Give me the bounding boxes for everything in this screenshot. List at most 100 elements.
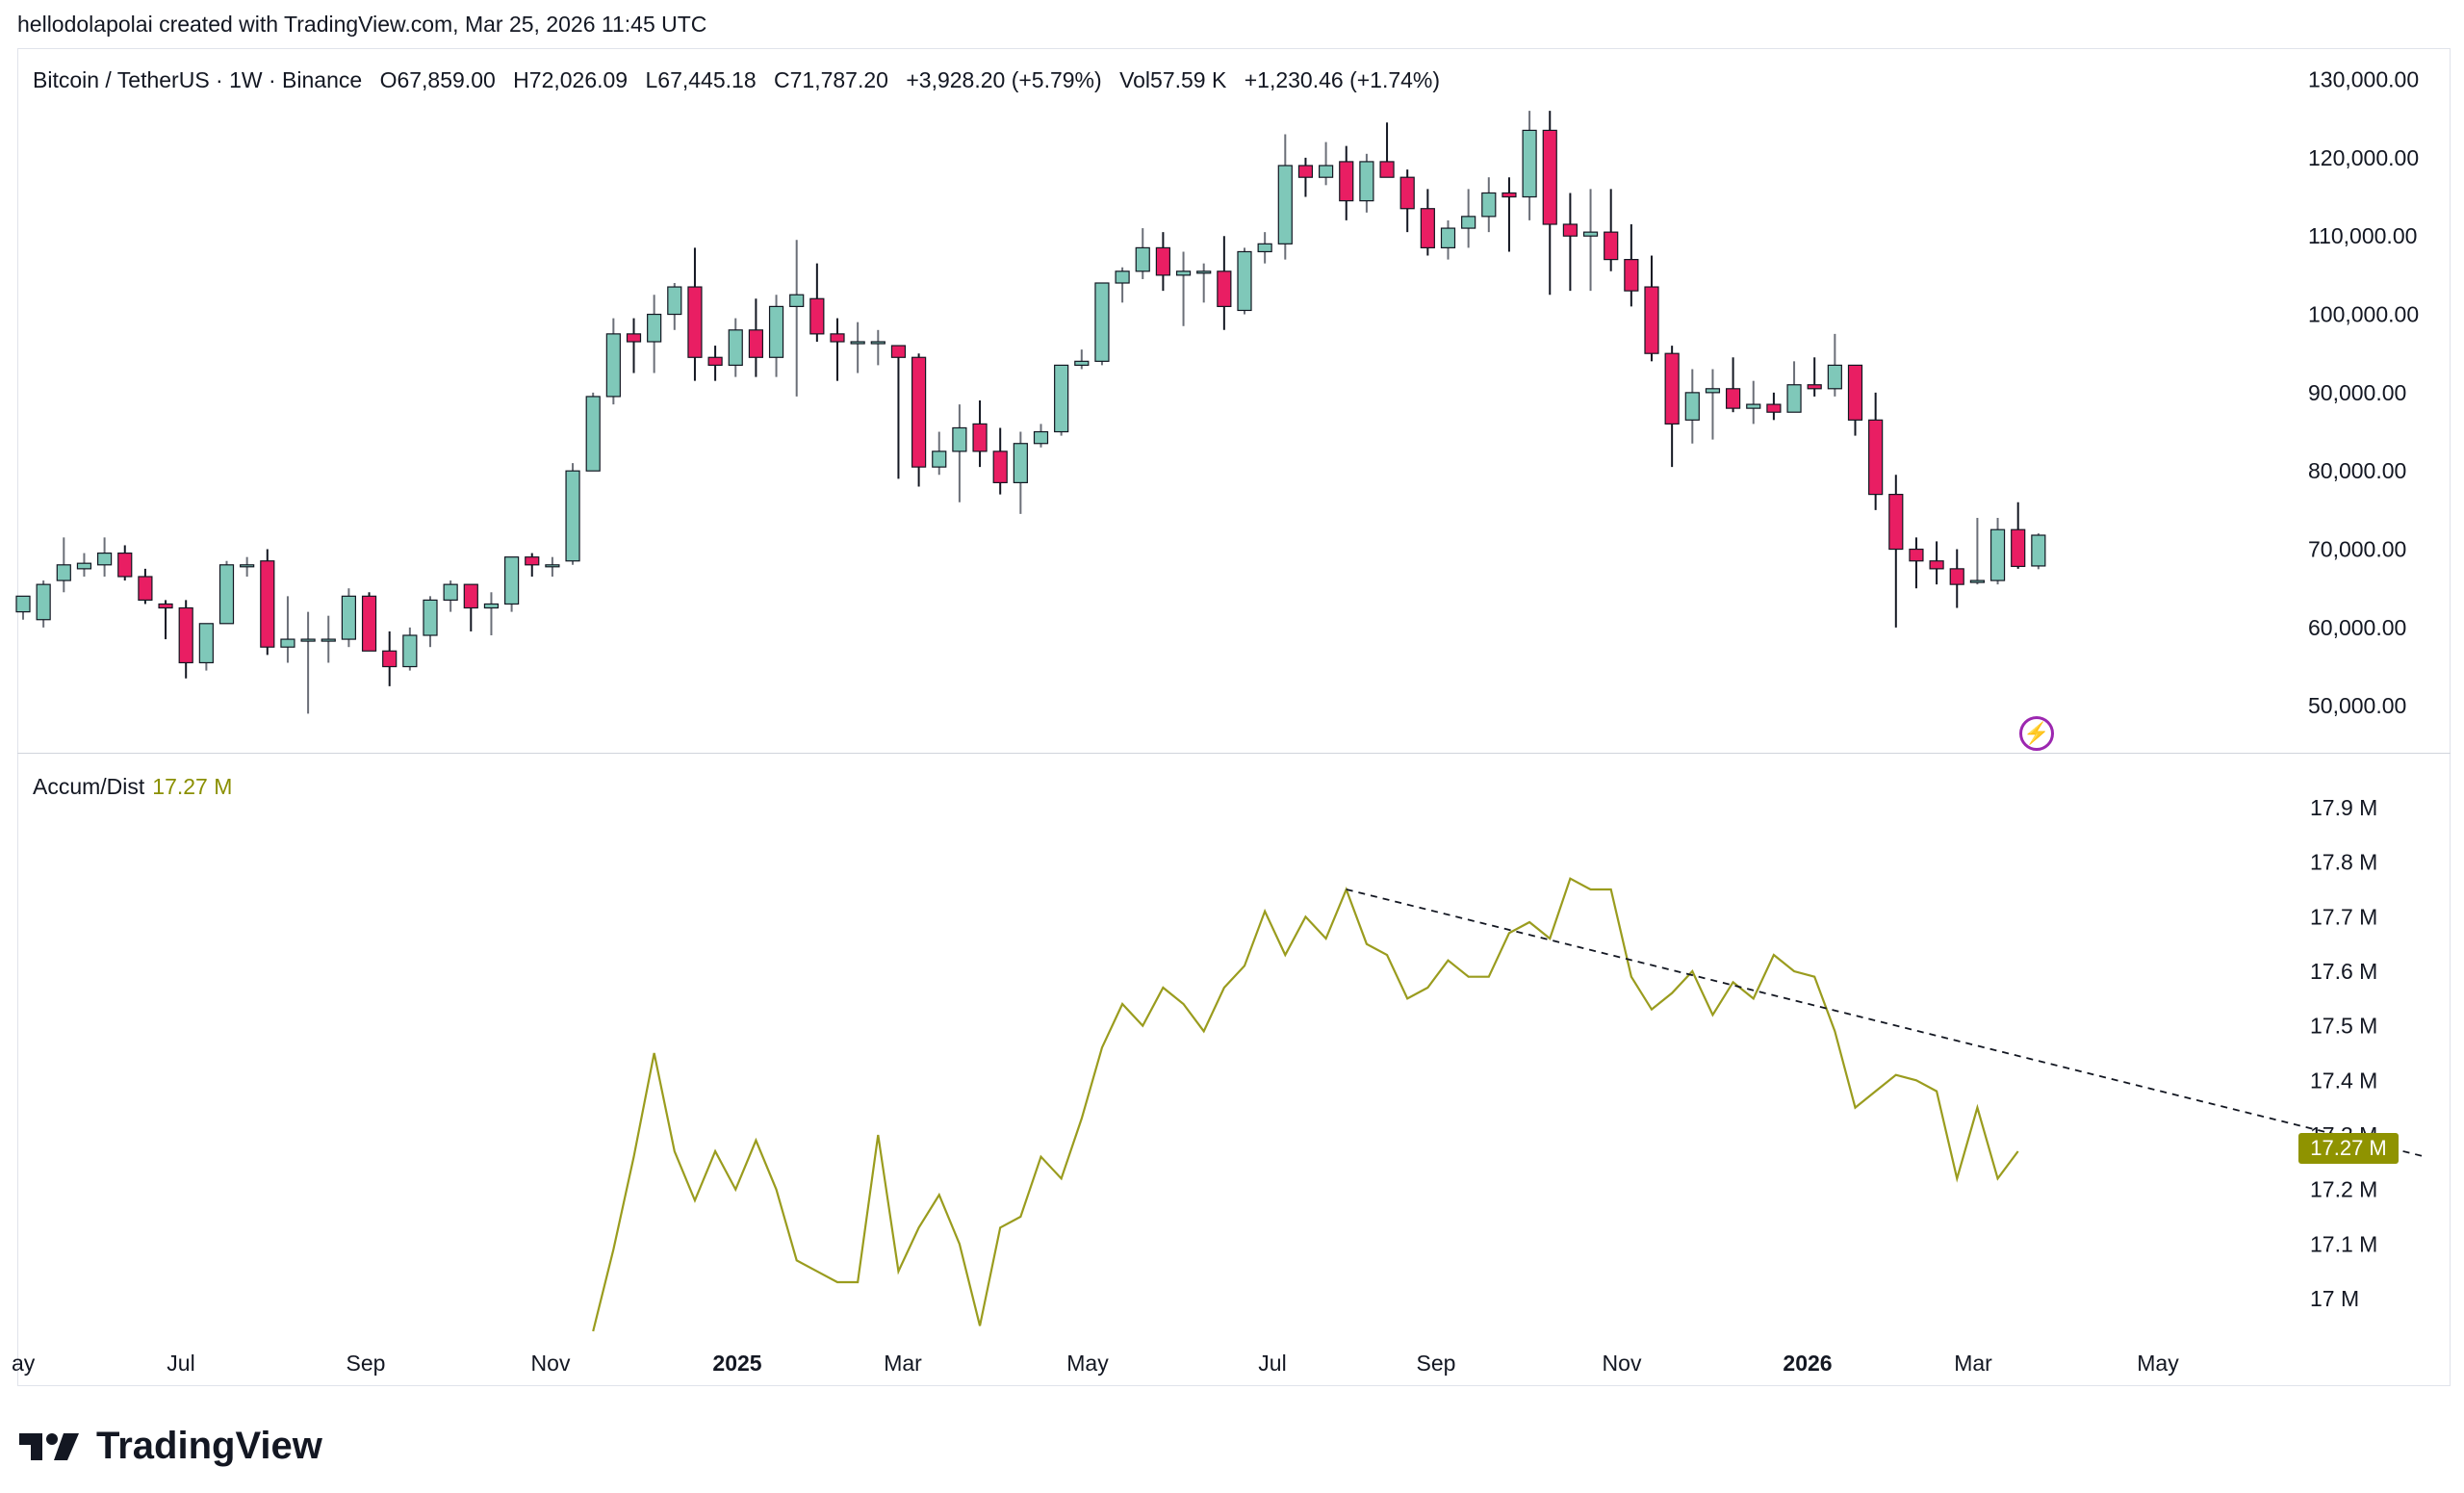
price-axis-label: 70,000.00 (2308, 537, 2406, 562)
time-axis-label: Mar (884, 1351, 922, 1376)
candle-body (1420, 208, 1435, 249)
candle-body (443, 583, 458, 602)
candle-body (1502, 192, 1517, 198)
candle-body (1237, 250, 1252, 312)
candle-body (1115, 270, 1130, 284)
candle-body (76, 562, 92, 570)
candle-body (728, 329, 743, 366)
candle-body (850, 341, 865, 345)
time-axis-label: ay (12, 1351, 36, 1376)
price-axis-label: 110,000.00 (2308, 223, 2417, 248)
ad-axis-label: 17.1 M (2310, 1231, 2377, 1256)
time-axis-label: 2025 (712, 1351, 761, 1376)
candle-body (402, 634, 418, 668)
time-axis-label: Nov (1603, 1351, 1642, 1376)
candle-body (1481, 192, 1497, 218)
ad-axis-label: 17.8 M (2310, 850, 2377, 875)
ad-axis-label: 17.9 M (2310, 795, 2377, 820)
candle-body (1217, 270, 1232, 307)
candle-body (1562, 223, 1578, 237)
accum-dist-line (592, 877, 2019, 1332)
ohlc-close: C71,787.20 (774, 67, 888, 92)
candle-body (626, 333, 642, 343)
candle-body (1644, 286, 1659, 354)
price-axis-label: 120,000.00 (2308, 145, 2419, 170)
candle-body (15, 595, 31, 613)
indicator-name[interactable]: Accum/Dist (33, 774, 145, 799)
candle-body (1196, 270, 1212, 274)
candle-body (1379, 161, 1395, 178)
candle-body (545, 564, 560, 568)
candle-body (647, 313, 662, 343)
candle-body (2031, 534, 2046, 567)
candle-body (483, 603, 500, 609)
candle-body (423, 599, 438, 636)
candle-body (1257, 243, 1272, 253)
candle-body (56, 564, 71, 581)
ad-axis-label: 17.4 M (2310, 1068, 2377, 1093)
lightning-icon[interactable]: ⚡ (2019, 716, 2054, 751)
time-axis-label: 2026 (1783, 1351, 1832, 1376)
price-legend: Bitcoin / TetherUS · 1W · Binance O67,85… (33, 67, 1451, 93)
candle-body (809, 297, 825, 335)
candle-body (1013, 443, 1028, 484)
candle-body (1929, 560, 1944, 570)
indicator-value: 17.27 M (152, 774, 233, 799)
symbol-title[interactable]: Bitcoin / TetherUS · 1W · Binance (33, 67, 363, 92)
candle-body (1074, 360, 1090, 367)
time-axis-label: May (2137, 1351, 2179, 1376)
candle-body (240, 564, 255, 568)
candle-body (952, 426, 967, 452)
volume-value: Vol57.59 K (1119, 67, 1227, 92)
time-axis-label: Nov (531, 1351, 571, 1376)
candle-body (463, 583, 478, 609)
candle-body (870, 341, 886, 345)
candle-body (1969, 579, 1986, 583)
candle-body (992, 450, 1008, 484)
ad-last-value-tag: 17.27 M (2298, 1133, 2399, 1164)
candle-body (1766, 403, 1782, 413)
candle-body (1604, 231, 1619, 261)
candle-body (198, 623, 214, 664)
ohlc-low: L67,445.18 (645, 67, 757, 92)
candle-body (1175, 270, 1192, 276)
ohlc-change: +3,928.20 (+5.79%) (906, 67, 1102, 92)
logo-text: TradingView (96, 1425, 322, 1467)
candle-body (1054, 364, 1069, 433)
candle-body (565, 470, 580, 562)
candle-body (1949, 568, 1964, 585)
candle-body (1786, 384, 1802, 413)
ohlc-open: O67,859.00 (379, 67, 496, 92)
candle-body (321, 638, 336, 642)
candle-body (158, 603, 173, 609)
candle-body (503, 556, 520, 605)
candle-body (1868, 419, 1884, 496)
time-axis-label: Jul (167, 1351, 194, 1376)
candle-body (280, 638, 295, 648)
candle-body (1624, 259, 1639, 292)
trend-line (1346, 888, 2426, 1158)
candle-body (300, 638, 316, 642)
candle-body (1664, 352, 1680, 425)
time-axis-label: Sep (1417, 1351, 1456, 1376)
candle-body (932, 450, 947, 468)
tv-logo-icon (19, 1432, 79, 1460)
ad-axis-label: 17 M (2310, 1286, 2359, 1311)
ohlc-high: H72,026.09 (513, 67, 629, 92)
price-axis-label: 100,000.00 (2308, 302, 2419, 327)
price-axis-label: 50,000.00 (2308, 693, 2406, 718)
candle-body (789, 294, 805, 308)
volume-change: +1,230.46 (+1.74%) (1244, 67, 1441, 92)
candle-body (1542, 129, 1557, 225)
candle-body (1705, 388, 1721, 394)
credit-line: hellodolapolai created with TradingView.… (17, 12, 707, 37)
candle-body (1746, 403, 1761, 409)
time-axis-label: Mar (1954, 1351, 1992, 1376)
candle-body (218, 564, 235, 625)
candle-body (1033, 430, 1049, 445)
pane-separator[interactable] (17, 753, 2451, 754)
candle-body (1135, 246, 1150, 272)
time-axis-label: Jul (1258, 1351, 1286, 1376)
candle-body (1847, 364, 1863, 421)
